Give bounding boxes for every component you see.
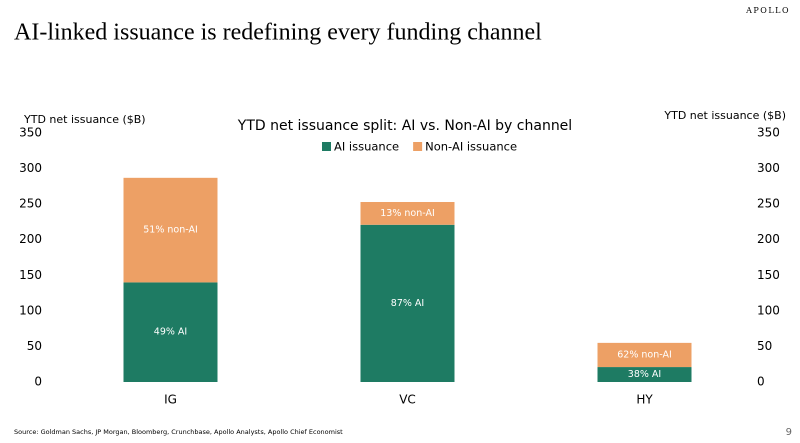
y-tick-label: 50 (27, 339, 42, 353)
y-tick-label: 250 (19, 197, 42, 211)
segment-label: 13% non-AI (380, 208, 435, 219)
legend-swatch (413, 142, 423, 151)
source: Source: Goldman Sachs, JP Morgan, Bloomb… (14, 428, 343, 436)
legend-label: Non-AI issuance (425, 140, 517, 154)
y2-tick-label: 150 (757, 268, 780, 282)
bar-segment (360, 224, 455, 382)
y2-axis-title: YTD net issuance ($B) (663, 109, 786, 122)
y-axis-title: YTD net issuance ($B) (23, 113, 146, 126)
x-tick-label: IG (164, 393, 177, 407)
y2-tick-label: 0 (757, 375, 765, 389)
y2-tick-label: 300 (757, 161, 780, 175)
bar-segment (360, 202, 455, 225)
x-tick-label: HY (636, 393, 653, 407)
legend-label: AI issuance (334, 140, 399, 154)
y2-tick-label: 250 (757, 197, 780, 211)
legend-swatch (322, 142, 331, 151)
y-tick-label: 0 (34, 375, 42, 389)
y-tick-label: 100 (19, 303, 42, 317)
y-tick-label: 150 (19, 268, 42, 282)
bar-segment (123, 177, 218, 283)
segment-label: 38% AI (628, 369, 661, 380)
y2-tick-label: 50 (757, 339, 772, 353)
segment-label: 51% non-AI (143, 225, 198, 236)
y2-tick-label: 350 (757, 126, 780, 140)
x-tick-label: VC (399, 393, 416, 407)
y-tick-label: 200 (19, 232, 42, 246)
segment-label: 49% AI (154, 327, 187, 338)
slide-title: AI-linked issuance is redefining every f… (14, 20, 542, 46)
chart-title: YTD net issuance split: AI vs. Non-AI by… (237, 118, 572, 134)
y2-tick-label: 200 (757, 232, 780, 246)
brand: APOLLO (745, 6, 790, 15)
bar-segment (597, 367, 692, 382)
page-number: 9 (786, 427, 792, 438)
segment-label: 62% non-AI (617, 349, 672, 360)
y2-tick-label: 100 (757, 303, 780, 317)
bar-segment (123, 282, 218, 382)
y-tick-label: 300 (19, 161, 42, 175)
bar-segment (597, 342, 692, 368)
y-tick-label: 350 (19, 126, 42, 140)
segment-label: 87% AI (391, 298, 424, 309)
